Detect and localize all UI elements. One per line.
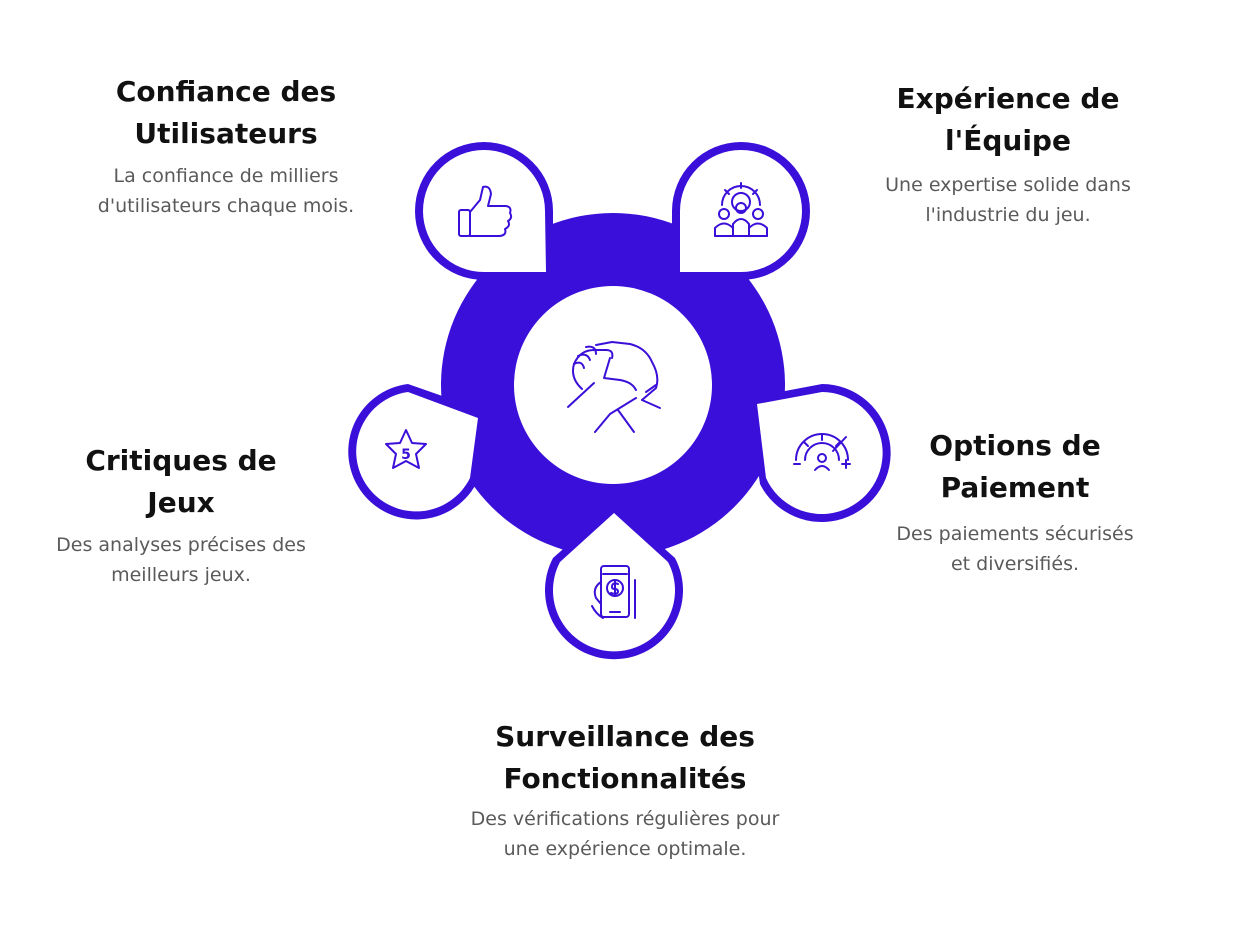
- node-reviews-title-line-1: Critiques de: [85, 444, 277, 477]
- label-trust: Confiance des Utilisateurs La confiance …: [66, 71, 386, 221]
- node-payment-title-line-1: Options de: [929, 429, 1101, 462]
- node-trust-desc-line-2: d'utilisateurs chaque mois.: [97, 195, 355, 217]
- node-monitoring-title-line-1: Surveillance des: [495, 720, 755, 753]
- node-team-description: Une expertise solide dans l'industrie du…: [848, 170, 1168, 230]
- node-monitoring-description: Des vérifications régulières pour une ex…: [420, 804, 830, 864]
- node-reviews-title: Critiques de Jeux: [26, 440, 336, 524]
- node-reviews-title-line-2: Jeux: [147, 486, 215, 519]
- node-reviews-desc-line-1: Des analyses précises des: [56, 534, 306, 556]
- node-trust-title-line-1: Confiance des: [115, 75, 337, 108]
- label-reviews: Critiques de Jeux Des analyses précises …: [26, 440, 336, 590]
- node-monitoring-desc-line-2: une expérience optimale.: [503, 838, 747, 860]
- node-trust: [415, 142, 553, 280]
- node-team-title-line-2: l'Équipe: [945, 124, 1071, 157]
- hub-center: [514, 286, 712, 484]
- node-payment-petal-inner: [757, 392, 883, 514]
- node-payment-desc-line-1: Des paiements sécurisés: [896, 523, 1134, 545]
- label-payment: Options de Paiement Des paiements sécuri…: [860, 425, 1170, 579]
- node-monitoring-title-line-2: Fonctionnalités: [503, 762, 747, 795]
- node-payment-title-line-2: Paiement: [940, 471, 1090, 504]
- node-monitoring-title: Surveillance des Fonctionnalités: [420, 716, 830, 800]
- arm-wrestling-handshake-icon: [567, 341, 661, 433]
- node-reviews-description: Des analyses précises des meilleurs jeux…: [26, 530, 336, 590]
- node-trust-title-line-2: Utilisateurs: [134, 117, 318, 150]
- node-payment: [748, 384, 891, 522]
- node-reviews: 5: [348, 384, 488, 520]
- mobile-payment-icon: [591, 565, 636, 619]
- node-team-title: Expérience de l'Équipe: [848, 78, 1168, 162]
- node-trust-desc-line-1: La confiance de milliers: [113, 165, 339, 187]
- node-payment-desc-line-2: et diversifiés.: [950, 553, 1080, 575]
- node-reviews-desc-line-2: meilleurs jeux.: [111, 564, 251, 586]
- node-team-desc-line-1: Une expertise solide dans: [885, 174, 1131, 196]
- node-monitoring-desc-line-1: Des vérifications régulières pour: [470, 808, 780, 830]
- node-team-desc-line-2: l'industrie du jeu.: [925, 204, 1091, 226]
- node-trust-title: Confiance des Utilisateurs: [66, 71, 386, 155]
- node-payment-description: Des paiements sécurisés et diversifiés.: [860, 519, 1170, 579]
- star-number: 5: [401, 447, 411, 463]
- node-trust-petal-inner: [423, 150, 546, 272]
- gauge-user-icon: [793, 433, 851, 471]
- team-gear-icon: [714, 182, 768, 237]
- node-trust-description: La confiance de milliers d'utilisateurs …: [66, 161, 386, 221]
- label-team: Expérience de l'Équipe Une expertise sol…: [848, 78, 1168, 230]
- node-team: [672, 142, 810, 280]
- star-rating-icon: 5: [385, 429, 427, 469]
- node-monitoring: [545, 504, 683, 660]
- label-monitoring: Surveillance des Fonctionnalités Des vér…: [420, 716, 830, 864]
- thumbs-up-icon: [458, 185, 513, 237]
- node-team-title-line-1: Expérience de: [896, 82, 1120, 115]
- node-payment-title: Options de Paiement: [860, 425, 1170, 509]
